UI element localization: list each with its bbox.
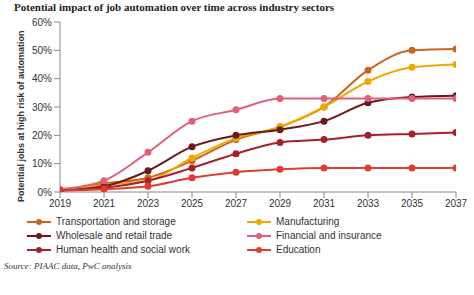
html-text:Source: PIAAC data, PwC analys: Source: PIAAC data, PwC analysis xyxy=(4,261,132,271)
html-text:Human health and social work: Human health and social work xyxy=(56,244,190,255)
html-text:Potential impact of job automa: Potential impact of job automation over … xyxy=(14,1,335,13)
html-text:Education: Education xyxy=(276,244,321,255)
svg-text:40%: 40% xyxy=(32,73,52,84)
svg-text:2021: 2021 xyxy=(93,198,116,209)
svg-text:2029: 2029 xyxy=(269,198,292,209)
svg-text:10%: 10% xyxy=(32,158,52,169)
svg-text:60%: 60% xyxy=(32,17,52,28)
svg-text:2027: 2027 xyxy=(225,198,248,209)
svg-text:2031: 2031 xyxy=(313,198,336,209)
svg-text:0%: 0% xyxy=(38,187,53,198)
svg-text:2037: 2037 xyxy=(445,198,466,209)
html-text:Manufacturing: Manufacturing xyxy=(276,216,340,227)
svg-text:2019: 2019 xyxy=(49,198,72,209)
svg-text:20%: 20% xyxy=(32,130,52,141)
svg-text:2023: 2023 xyxy=(137,198,160,209)
svg-text:2025: 2025 xyxy=(181,198,204,209)
svg-text:2035: 2035 xyxy=(401,198,424,209)
svg-text:50%: 50% xyxy=(32,45,52,56)
svg-text:Potential jobs at high risk of: Potential jobs at high risk of automatio… xyxy=(16,30,26,202)
html-text:Financial and insurance: Financial and insurance xyxy=(276,230,382,241)
html-text:Transportation and storage: Transportation and storage xyxy=(56,216,176,227)
svg-text:2033: 2033 xyxy=(357,198,380,209)
html-text:Wholesale and retail trade: Wholesale and retail trade xyxy=(56,230,173,241)
svg-text:30%: 30% xyxy=(32,102,52,113)
